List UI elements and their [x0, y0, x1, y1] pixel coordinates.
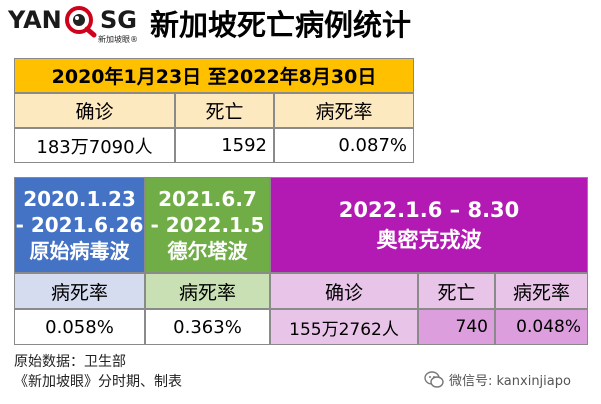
period-original-start: 2020.1.23 [23, 187, 136, 211]
period-delta-start: 2021.6.7 [158, 187, 257, 211]
summary-header-deaths: 死亡 [175, 93, 274, 128]
period-original-header: 2020.1.23 - 2021.6.26 原始病毒波 [14, 177, 145, 273]
source-line-2: 《新加坡眼》分时期、制表 [14, 374, 182, 390]
delta-cfr-header: 病死率 [145, 273, 270, 309]
wechat-id: 微信号: kanxinjiapo [449, 374, 571, 389]
logo-subtitle: 新加坡眼® [98, 35, 138, 44]
omicron-confirmed-header: 确诊 [270, 273, 418, 309]
source-line-1: 原始数据：卫生部 [14, 354, 126, 370]
period-omicron-dates: 2022.1.6 – 8.30 [338, 198, 520, 222]
period-original-name: 原始病毒波 [29, 239, 130, 263]
summary-value-confirmed: 183万7090人 [14, 128, 175, 163]
source-note: 原始数据：卫生部 《新加坡眼》分时期、制表 [14, 352, 182, 392]
summary-value-deaths: 1592 [175, 128, 274, 163]
summary-value-cfr: 0.087% [274, 128, 414, 163]
period-original-end: - 2021.6.26 [15, 213, 144, 237]
date-range-header: 2020年1月23日 至2022年8月30日 [14, 58, 414, 93]
logo-left-text: YAN [8, 6, 62, 34]
omicron-cfr-value: 0.048% [495, 309, 588, 345]
period-omicron-name: 奥密克戎波 [376, 228, 482, 252]
summary-header-cfr: 病死率 [274, 93, 414, 128]
period-omicron-header: 2022.1.6 – 8.30 奥密克戎波 [270, 177, 588, 273]
original-cfr-value: 0.058% [14, 309, 145, 345]
omicron-deaths-value: 740 [418, 309, 495, 345]
page-title: 新加坡死亡病例统计 [150, 8, 412, 42]
eye-icon [65, 6, 97, 38]
delta-cfr-value: 0.363% [145, 309, 270, 345]
omicron-cfr-header: 病死率 [495, 273, 588, 309]
omicron-deaths-header: 死亡 [418, 273, 495, 309]
original-cfr-header: 病死率 [14, 273, 145, 309]
period-delta-name: 德尔塔波 [167, 239, 248, 263]
summary-header-confirmed: 确诊 [14, 93, 175, 128]
wechat-icon [424, 370, 444, 388]
period-delta-end: - 2022.1.5 [150, 213, 265, 237]
logo-right-text: SG [100, 6, 137, 34]
omicron-confirmed-value: 155万2762人 [270, 309, 418, 345]
yan-sg-logo: YAN SG 新加坡眼® [8, 4, 148, 48]
wechat-watermark: 微信号: kanxinjiapo [424, 370, 571, 389]
period-delta-header: 2021.6.7 - 2022.1.5 德尔塔波 [145, 177, 270, 273]
